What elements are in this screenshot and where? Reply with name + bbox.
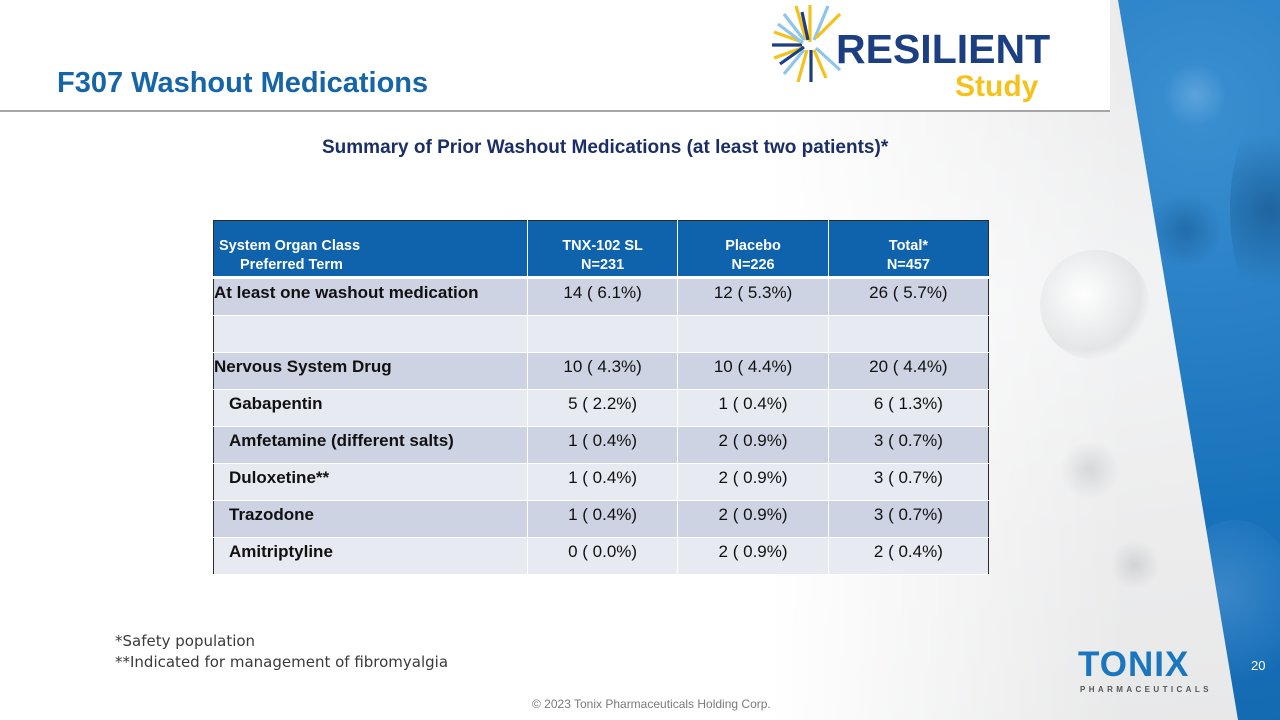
cell-total: 3 ( 0.7%) <box>828 500 989 538</box>
row-label: At least one washout medication <box>213 277 528 316</box>
cell-placebo: 2 ( 0.9%) <box>677 500 829 538</box>
copyright-notice: © 2023 Tonix Pharmaceuticals Holding Cor… <box>532 697 771 711</box>
study-wordmark: Study <box>955 70 1039 103</box>
cell-tnx: 1 ( 0.4%) <box>527 426 679 464</box>
header-line-1: TNX-102 SL <box>562 238 643 254</box>
cell-tnx: 1 ( 0.4%) <box>527 463 679 501</box>
header-line-2: N=457 <box>886 257 930 273</box>
footnote-safety-population: *Safety population <box>115 632 256 650</box>
pharmaceuticals-wordmark: PHARMACEUTICALS <box>1080 685 1212 694</box>
tonix-logo: TONIX PHARMACEUTICALS <box>1078 645 1213 695</box>
decorative-molecule <box>1040 250 1150 360</box>
header-line-2: N=231 <box>581 257 625 273</box>
decorative-molecule <box>1150 190 1220 270</box>
cell-placebo: 10 ( 4.4%) <box>677 352 829 390</box>
header-area <box>0 0 1110 110</box>
cell-total <box>828 315 989 353</box>
cell-tnx: 1 ( 0.4%) <box>527 500 679 538</box>
row-label: Amitriptyline <box>213 537 528 575</box>
table-header-row: System Organ Class Preferred Term TNX-10… <box>213 220 989 279</box>
resilient-study-logo: RESILIENT Study <box>770 0 1055 108</box>
table-title: Summary of Prior Washout Medications (at… <box>322 137 889 158</box>
cell-total: 26 ( 5.7%) <box>828 277 989 316</box>
footnote-fibromyalgia: **Indicated for management of fibromyalg… <box>115 653 449 671</box>
row-label: Nervous System Drug <box>213 352 528 390</box>
header-line-2: Preferred Term <box>240 257 343 273</box>
table-row: At least one washout medication 14 ( 6.1… <box>213 277 989 316</box>
page-title: F307 Washout Medications <box>57 67 429 99</box>
page-number: 20 <box>1251 658 1266 673</box>
header-line-1: Total* <box>888 238 928 254</box>
column-header-placebo: Placebo N=226 <box>677 220 829 279</box>
cell-tnx: 10 ( 4.3%) <box>527 352 679 390</box>
table-row: Amitriptyline 0 ( 0.0%) 2 ( 0.9%) 2 ( 0.… <box>213 537 989 575</box>
header-line-2: N=226 <box>731 257 775 273</box>
washout-medications-table: System Organ Class Preferred Term TNX-10… <box>213 220 989 575</box>
table-row: Nervous System Drug 10 ( 4.3%) 10 ( 4.4%… <box>213 352 989 390</box>
cell-total: 2 ( 0.4%) <box>828 537 989 575</box>
cell-total: 6 ( 1.3%) <box>828 389 989 427</box>
table-row: Trazodone 1 ( 0.4%) 2 ( 0.9%) 3 ( 0.7%) <box>213 500 989 538</box>
column-header-total: Total* N=457 <box>828 220 989 279</box>
cell-total: 3 ( 0.7%) <box>828 463 989 501</box>
header-line-1: System Organ Class <box>219 238 361 254</box>
header-line-1: Placebo <box>725 238 781 254</box>
row-label <box>213 315 528 353</box>
row-label: Trazodone <box>213 500 528 538</box>
column-header-soc: System Organ Class Preferred Term <box>213 220 528 279</box>
decorative-molecule <box>1165 60 1225 130</box>
starburst-icon <box>772 5 842 82</box>
decorative-molecule <box>1060 440 1120 500</box>
cell-tnx: 0 ( 0.0%) <box>527 537 679 575</box>
cell-tnx: 5 ( 2.2%) <box>527 389 679 427</box>
cell-tnx <box>527 315 679 353</box>
cell-total: 3 ( 0.7%) <box>828 426 989 464</box>
row-label: Gabapentin <box>213 389 528 427</box>
cell-placebo <box>677 315 829 353</box>
cell-placebo: 2 ( 0.9%) <box>677 537 829 575</box>
table-row: Amfetamine (different salts) 1 ( 0.4%) 2… <box>213 426 989 464</box>
resilient-wordmark: RESILIENT <box>836 26 1051 72</box>
tonix-wordmark: TONIX <box>1078 645 1190 684</box>
decorative-molecule <box>1110 540 1160 590</box>
table-row <box>213 315 989 353</box>
row-label: Duloxetine** <box>213 463 528 501</box>
column-header-tnx: TNX-102 SL N=231 <box>527 220 679 279</box>
table-row: Gabapentin 5 ( 2.2%) 1 ( 0.4%) 6 ( 1.3%) <box>213 389 989 427</box>
row-label: Amfetamine (different salts) <box>213 426 528 464</box>
decorative-molecule <box>1230 110 1280 310</box>
table-row: Duloxetine** 1 ( 0.4%) 2 ( 0.9%) 3 ( 0.7… <box>213 463 989 501</box>
cell-placebo: 1 ( 0.4%) <box>677 389 829 427</box>
cell-tnx: 14 ( 6.1%) <box>527 277 679 316</box>
cell-placebo: 2 ( 0.9%) <box>677 426 829 464</box>
cell-total: 20 ( 4.4%) <box>828 352 989 390</box>
cell-placebo: 2 ( 0.9%) <box>677 463 829 501</box>
footnotes: *Safety population **Indicated for manag… <box>115 631 448 673</box>
header-divider <box>0 110 1110 112</box>
cell-placebo: 12 ( 5.3%) <box>677 277 829 316</box>
